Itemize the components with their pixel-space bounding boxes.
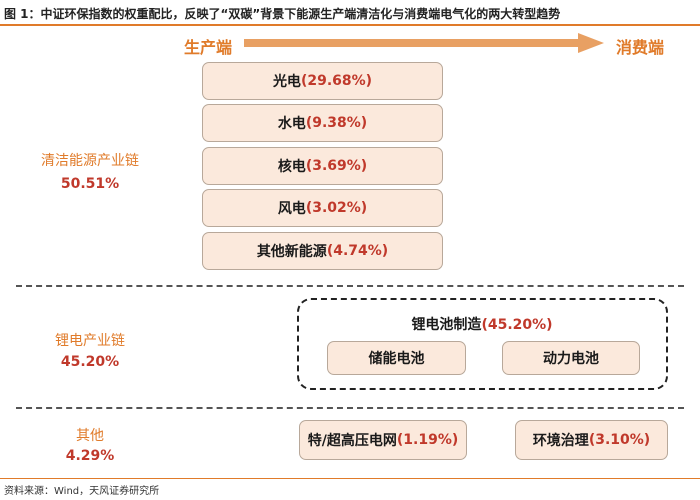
item-percent: (3.02%): [305, 200, 368, 216]
item-percent: (29.68%): [300, 73, 373, 89]
clean-energy-item-wind: 风电 (3.02%): [202, 189, 443, 227]
flow-arrow-icon: [244, 33, 604, 53]
lithium-battery-group: [297, 298, 668, 390]
other-item-environmental-governance: 环境治理 (3.10%): [515, 420, 668, 460]
section-divider: [16, 285, 684, 287]
clean-energy-chain-name: 清洁能源产业链: [41, 153, 139, 169]
footer-rule: [0, 478, 700, 479]
clean-energy-item-other-new: 其他新能源 (4.74%): [202, 232, 443, 270]
lithium-item-power-battery: 动力电池: [502, 341, 640, 375]
item-label: 风电: [277, 201, 306, 217]
section-divider: [16, 407, 684, 409]
clean-energy-chain-value: 50.51%: [60, 176, 120, 192]
consumer-end-label: 消费端: [616, 38, 665, 57]
other-item-uhv-grid: 特/超高压电网 (1.19%): [299, 420, 467, 460]
item-label: 光电: [272, 74, 301, 90]
figure-title-bar: 图 1：中证环保指数的权重配比，反映了“双碳”背景下能源生产端清洁化与消费端电气…: [0, 0, 700, 26]
item-percent: (4.74%): [326, 243, 389, 259]
group-label: 锂电池制造: [411, 317, 482, 333]
lithium-chain-name: 锂电产业链: [55, 333, 125, 349]
item-label: 动力电池: [543, 351, 599, 367]
other-chain-name: 其他: [76, 428, 104, 444]
item-label: 环境治理: [532, 433, 589, 449]
item-label: 其他新能源: [256, 244, 327, 260]
clean-energy-item-solar: 光电 (29.68%): [202, 62, 443, 100]
clean-energy-item-nuclear: 核电 (3.69%): [202, 147, 443, 185]
item-label: 核电: [277, 159, 306, 175]
item-label: 储能电池: [368, 351, 425, 367]
item-label: 特/超高压电网: [307, 433, 397, 449]
lithium-group-title: 锂电池制造(45.20%): [400, 314, 564, 334]
clean-energy-item-hydro: 水电 (9.38%): [202, 104, 443, 142]
item-label: 水电: [277, 116, 306, 132]
lithium-item-storage-battery: 储能电池: [327, 341, 466, 375]
source-note: 资料来源：Wind，天风证券研究所: [4, 486, 160, 497]
item-percent: (3.69%): [305, 158, 368, 174]
item-percent: (3.10%): [588, 432, 651, 448]
item-percent: (1.19%): [396, 432, 459, 448]
lithium-chain-value: 45.20%: [60, 354, 120, 370]
group-percent: (45.20%): [481, 317, 553, 333]
producer-end-label: 生产端: [184, 38, 233, 57]
other-chain-value: 4.29%: [65, 448, 115, 464]
figure-title: 图 1：中证环保指数的权重配比，反映了“双碳”背景下能源生产端清洁化与消费端电气…: [4, 7, 561, 21]
item-percent: (9.38%): [305, 115, 368, 131]
